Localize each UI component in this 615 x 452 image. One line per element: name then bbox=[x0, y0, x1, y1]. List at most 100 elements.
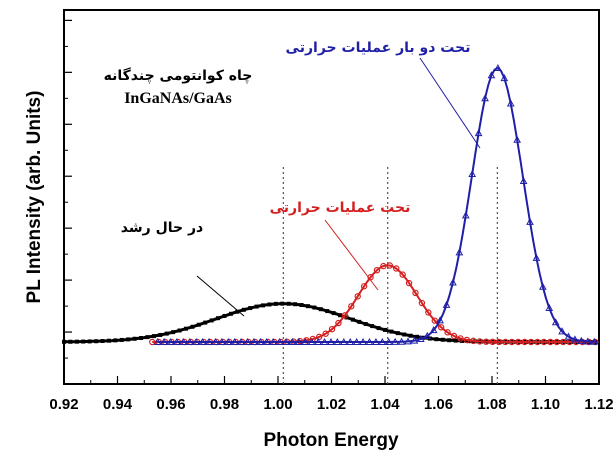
data-point bbox=[295, 337, 303, 345]
data-point bbox=[119, 337, 124, 342]
data-point bbox=[444, 329, 451, 336]
data-point bbox=[373, 266, 381, 274]
data-point bbox=[506, 99, 515, 107]
data-point bbox=[461, 211, 470, 219]
data-point bbox=[404, 337, 412, 345]
data-point bbox=[449, 278, 457, 286]
data-point bbox=[397, 337, 406, 345]
data-point bbox=[87, 339, 92, 344]
data-point bbox=[402, 332, 407, 337]
x-axis-label: Photon Energy bbox=[263, 430, 399, 451]
data-point bbox=[216, 316, 221, 321]
data-point bbox=[365, 337, 374, 345]
data-point bbox=[442, 300, 451, 308]
data-point bbox=[495, 338, 503, 346]
data-point bbox=[470, 337, 477, 345]
data-point bbox=[346, 337, 355, 345]
data-point bbox=[437, 324, 445, 331]
peak-marker-lines bbox=[282, 165, 498, 384]
data-point bbox=[328, 325, 336, 333]
data-point bbox=[335, 319, 342, 327]
data-point bbox=[357, 319, 362, 324]
data-point bbox=[164, 331, 169, 336]
data-point bbox=[513, 135, 521, 143]
data-point bbox=[203, 320, 208, 325]
data-point bbox=[267, 302, 272, 307]
data-point bbox=[391, 337, 400, 345]
data-point bbox=[370, 324, 375, 329]
data-point bbox=[228, 311, 233, 316]
data-point bbox=[363, 322, 368, 327]
data-point bbox=[196, 322, 201, 327]
data-point bbox=[526, 217, 534, 225]
data-point bbox=[171, 330, 176, 335]
data-point bbox=[384, 337, 393, 345]
data-point bbox=[173, 337, 181, 345]
data-point bbox=[301, 337, 310, 345]
data-point bbox=[185, 337, 194, 345]
data-point bbox=[538, 282, 547, 290]
data-point bbox=[494, 64, 502, 72]
data-point bbox=[132, 336, 137, 341]
data-point bbox=[299, 303, 304, 308]
data-point bbox=[500, 74, 509, 82]
data-point bbox=[327, 337, 335, 345]
data-point bbox=[583, 337, 592, 345]
x-tick-label: 0.96 bbox=[156, 396, 185, 413]
data-point bbox=[139, 336, 144, 341]
data-point bbox=[235, 309, 240, 314]
data-point bbox=[423, 331, 432, 339]
data-point bbox=[558, 327, 566, 335]
data-point bbox=[393, 265, 400, 272]
data-point bbox=[417, 335, 425, 343]
data-point bbox=[372, 337, 380, 345]
data-point bbox=[325, 309, 330, 314]
data-point bbox=[153, 337, 162, 345]
data-point bbox=[383, 327, 387, 332]
data-point bbox=[62, 339, 66, 344]
data-point bbox=[415, 334, 420, 339]
data-point bbox=[453, 338, 458, 343]
data-point bbox=[564, 332, 573, 340]
data-point bbox=[338, 313, 343, 318]
x-tick-label: 0.98 bbox=[210, 396, 239, 413]
data-point bbox=[315, 333, 323, 341]
data-point bbox=[474, 129, 483, 137]
data-point bbox=[179, 337, 188, 345]
data-point bbox=[248, 306, 253, 311]
annotation-title-persian: چاه کوانتومی چندگانه bbox=[104, 67, 253, 84]
x-tick-label: 0.94 bbox=[103, 396, 133, 413]
data-series bbox=[62, 64, 599, 346]
data-point bbox=[166, 337, 175, 345]
data-point bbox=[418, 299, 426, 307]
x-tick-label: 0.92 bbox=[49, 396, 78, 413]
data-point bbox=[436, 316, 444, 324]
data-point bbox=[113, 338, 118, 343]
data-point bbox=[360, 283, 368, 290]
data-point bbox=[261, 303, 266, 308]
data-point bbox=[275, 337, 284, 345]
data-point bbox=[482, 338, 490, 345]
data-point bbox=[320, 337, 329, 345]
data-point bbox=[408, 333, 413, 338]
data-point bbox=[158, 332, 163, 337]
x-axis-ticks bbox=[63, 376, 600, 384]
data-point bbox=[468, 170, 477, 178]
plot-frame bbox=[63, 9, 600, 385]
data-point bbox=[286, 301, 291, 306]
data-point bbox=[341, 312, 349, 319]
data-point bbox=[376, 326, 381, 331]
series-3 bbox=[153, 64, 599, 345]
data-point bbox=[590, 337, 599, 345]
data-point bbox=[434, 337, 439, 342]
data-point bbox=[314, 337, 322, 345]
data-point bbox=[312, 305, 317, 310]
data-point bbox=[463, 336, 471, 344]
annotation-title-material: InGaNAs/GaAs bbox=[124, 90, 232, 107]
x-tick-label: 1.04 bbox=[370, 396, 400, 413]
data-point bbox=[217, 337, 226, 345]
data-point bbox=[378, 337, 387, 345]
data-point bbox=[519, 177, 528, 185]
data-point bbox=[177, 328, 182, 333]
data-point bbox=[293, 302, 298, 307]
